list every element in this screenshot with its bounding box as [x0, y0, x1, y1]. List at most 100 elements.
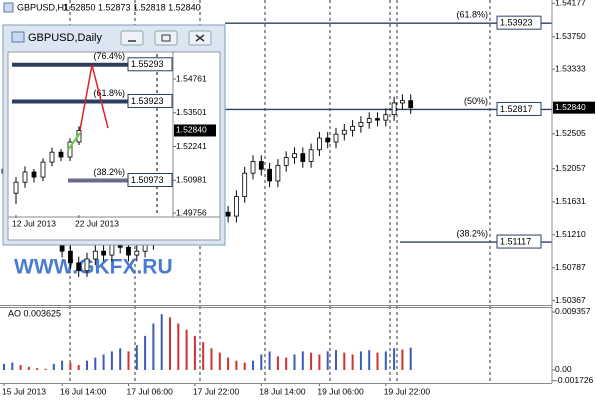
candle-body: [242, 172, 248, 197]
fibo-name: (50%): [464, 96, 488, 106]
fibo-price-box: [496, 101, 542, 116]
candle-body: [408, 100, 414, 109]
minimize-button[interactable]: [120, 30, 144, 46]
y-tick-label: 1.51631: [555, 196, 586, 206]
fibo-price-box: [496, 234, 542, 249]
watermark: WWW.GKFX.RU: [14, 256, 173, 279]
fibo-name: (38.2%): [456, 228, 488, 238]
fibo-name: (61.8%): [456, 10, 488, 20]
candle-body: [40, 161, 46, 178]
candle-body: [358, 122, 364, 127]
window-body: [7, 51, 221, 241]
candle-body: [325, 137, 331, 143]
close-icon: [195, 34, 205, 42]
y-tick-label: 0.009357: [555, 306, 591, 316]
y-tick-label: 1.53333: [555, 63, 586, 73]
fibo-price: 1.55293: [131, 59, 164, 69]
fibo-price-box: [127, 172, 173, 187]
current-price-box: [553, 101, 595, 114]
candle-body: [31, 171, 37, 178]
y-tick-label: 1.49756: [176, 207, 207, 217]
candle-body: [308, 149, 314, 162]
candle-body: [333, 133, 339, 143]
candle-body: [391, 102, 397, 116]
x-tick-label: 19 Jul 22:00: [384, 386, 431, 396]
candle-body: [68, 250, 73, 264]
x-tick-label: 18 Jul 14:00: [259, 386, 306, 396]
candle-body: [250, 161, 256, 174]
candle-body: [225, 211, 231, 217]
maximize-icon: [161, 34, 171, 42]
candle-body: [13, 181, 19, 194]
y-tick-label: 1.50981: [176, 175, 207, 185]
y-tick-label: 1.50367: [555, 295, 586, 305]
fibo-price: 1.50973: [131, 175, 164, 185]
y-tick-label: 1.51210: [555, 229, 586, 239]
candle-body: [341, 129, 347, 135]
fibo-price: 1.53923: [500, 18, 533, 28]
candle-body: [292, 153, 297, 158]
y-tick-label: 1.54177: [555, 0, 586, 8]
fibo-price: 1.51117: [500, 236, 531, 246]
candle-body: [267, 168, 273, 182]
y-tick-label: 1.52057: [555, 163, 586, 173]
y-tick-label: 1.52241: [176, 141, 207, 151]
y-tick-label: 1.53750: [555, 31, 586, 41]
candle-body: [375, 118, 380, 121]
x-tick-label: 17 Jul 06:00: [127, 386, 174, 396]
x-tick-label: 19 Jul 06:00: [317, 386, 364, 396]
frame: [0, 0, 553, 384]
ao-pane: 0.009357 0.00-0.001726: [3, 306, 594, 385]
candle-body: [22, 171, 28, 183]
trend-line: [67, 132, 81, 151]
period-separators: [69, 0, 491, 383]
x-tick-label: 17 Jul 22:00: [193, 386, 240, 396]
candle-body: [101, 250, 106, 256]
y-tick-label: 1.53501: [176, 107, 207, 117]
candle-body: [283, 157, 289, 166]
candle-body: [49, 151, 55, 163]
fibo-price-box: [127, 57, 173, 72]
window-title: GBPUSD,Daily: [28, 32, 102, 44]
candle-body: [92, 250, 98, 260]
candle-body: [76, 262, 82, 272]
candle-body: [84, 258, 90, 272]
fibo-price: 1.53923: [131, 96, 164, 106]
x-tick-label: 12 Jul 2013: [12, 218, 56, 228]
chart-title: GBPUSD,H1: [17, 2, 69, 12]
x-tick-label: 15 Jul 2013: [2, 386, 46, 396]
candle-body: [383, 114, 389, 121]
maximize-button[interactable]: [154, 30, 178, 46]
candle-body: [258, 161, 264, 170]
chart-icon: [3, 2, 14, 13]
y-tick-label: 1.50787: [555, 262, 586, 272]
candle-body: [350, 125, 356, 131]
fibo-line: [79, 64, 109, 131]
daily-plot: 1.54761 1.53501 1.52241 1.50981 1.49756 1.528…: [12, 51, 216, 228]
candle-body: [399, 100, 405, 104]
x-tick-label: 22 Jul 2013: [75, 218, 119, 228]
candle-body: [366, 118, 372, 123]
daily-window: GBPUSD,Daily 1.54761 1.53501 1.52241 1.5098…: [2, 24, 226, 246]
candle-body: [58, 151, 64, 158]
candle-body: [275, 164, 281, 182]
candle-body: [316, 137, 322, 151]
y-tick-label: 0.00: [555, 364, 572, 374]
fibo-price-box: [127, 93, 173, 108]
candle-body: [126, 246, 131, 256]
fibo-price-box: [496, 15, 542, 30]
y-tick-label: 1.52505: [555, 128, 586, 138]
fibo-name: (76.4%): [93, 51, 125, 61]
current-price-label: 1.52840: [176, 125, 207, 135]
window-icon: [11, 31, 25, 43]
fibo-name: (61.8%): [93, 88, 125, 98]
candle-body: [134, 250, 140, 256]
current-price-box: [174, 124, 216, 137]
y-tick-label: -0.001726: [555, 375, 594, 385]
y-tick-label: 1.54761: [176, 73, 207, 83]
candle-body: [233, 196, 239, 217]
fibo-price: 1.52817: [500, 104, 533, 114]
x-tick-label: 16 Jul 14:00: [60, 386, 107, 396]
fibo-name: (38.2%): [93, 167, 125, 177]
